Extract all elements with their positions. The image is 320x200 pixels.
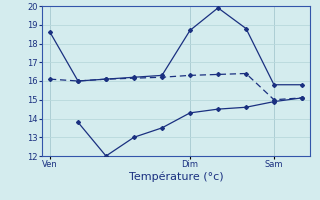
X-axis label: Température (°c): Température (°c) [129,172,223,182]
